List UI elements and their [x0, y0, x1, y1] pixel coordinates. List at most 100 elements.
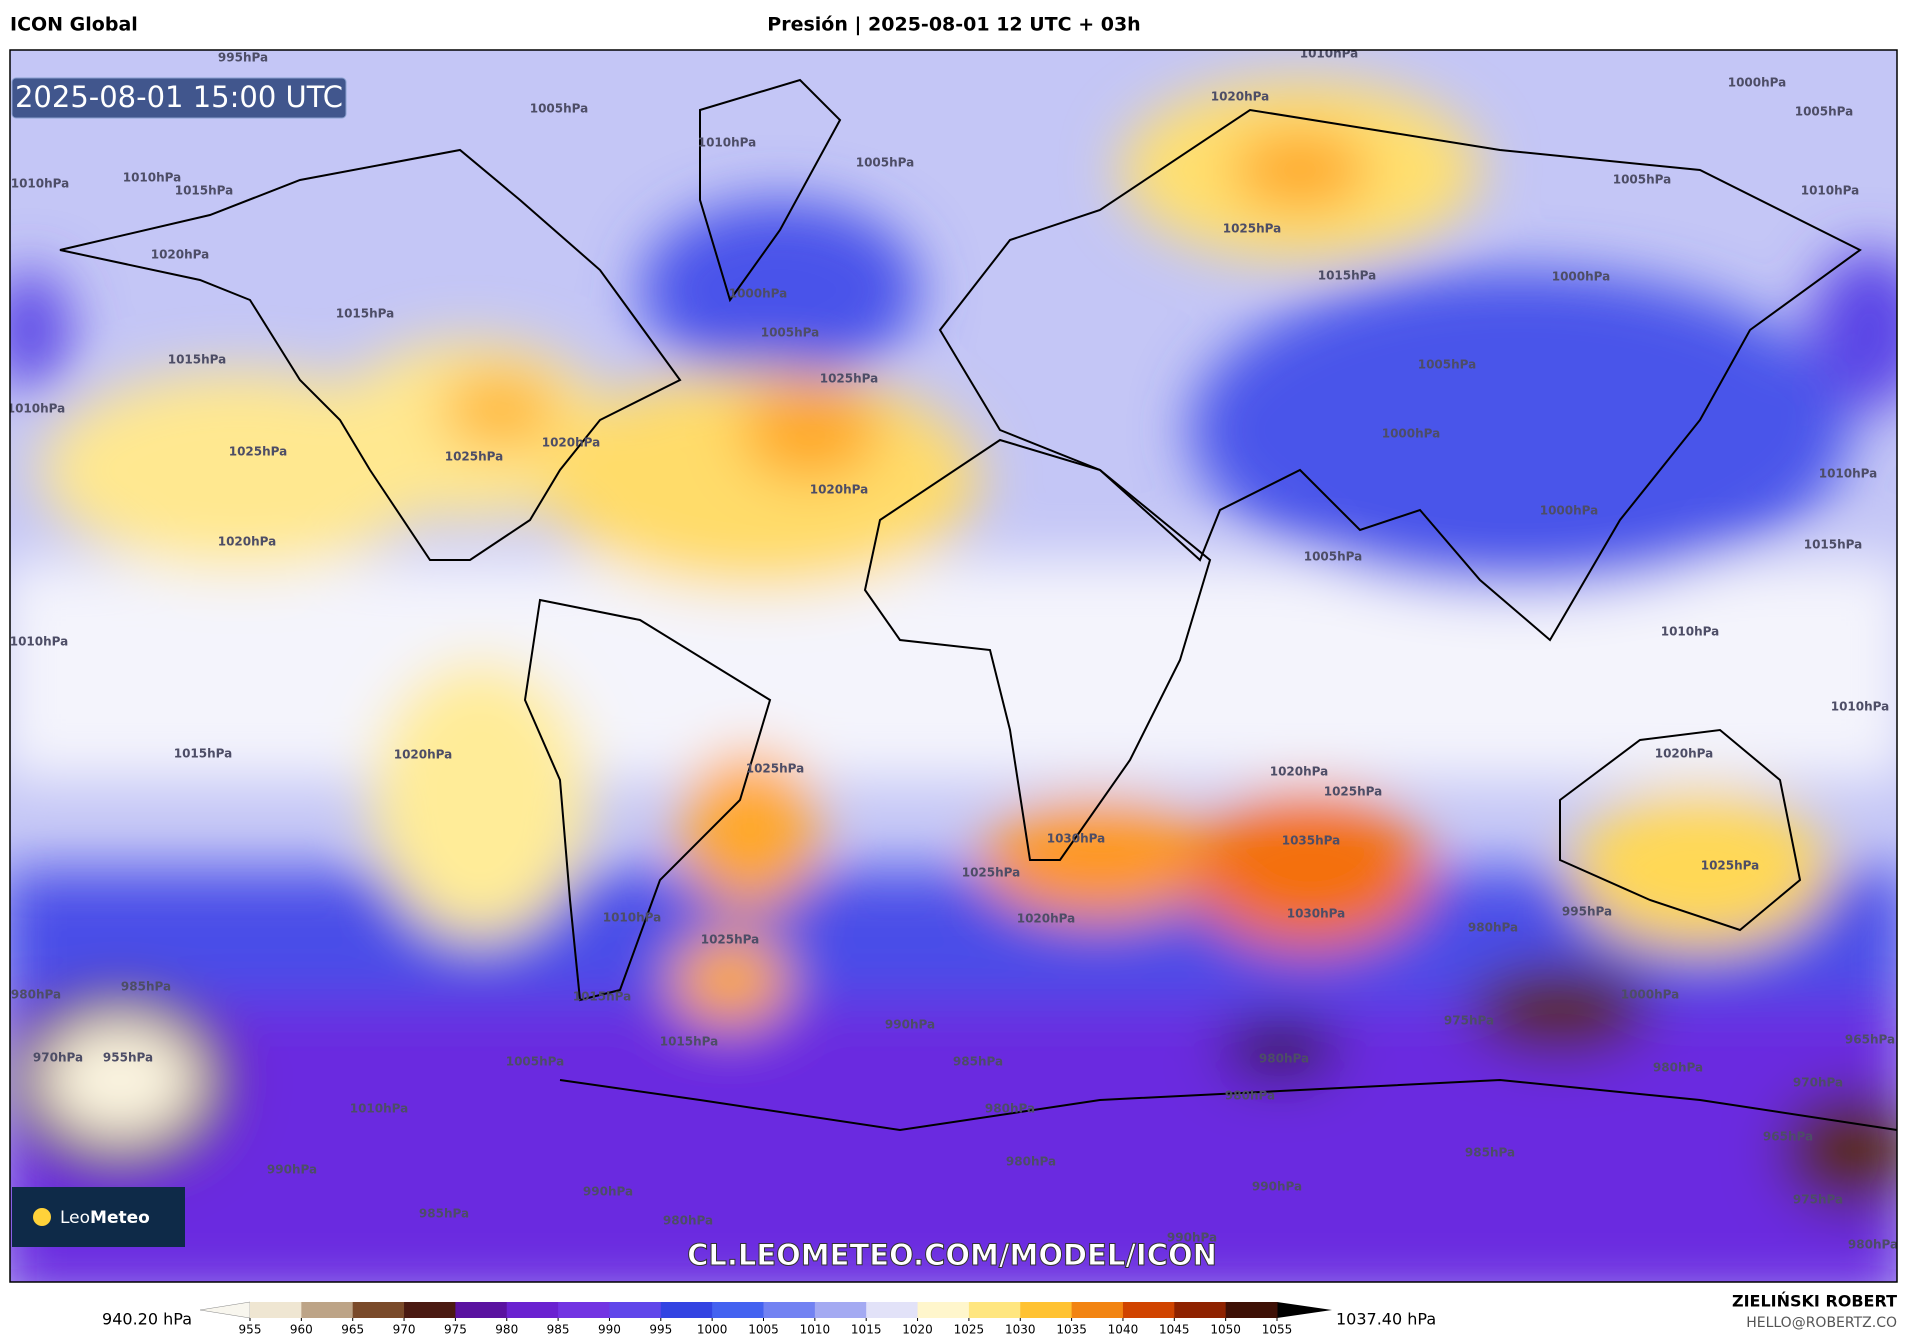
contour-label: 1015hPa [660, 1035, 719, 1049]
contour-label: 1005hPa [530, 102, 589, 116]
colorbar-tick-label: 1035 [1056, 1323, 1087, 1337]
contour-label: 1010hPa [11, 177, 70, 191]
contour-labels: 995hPa 1010hPa 1000hPa 1005hPa 1020hPa 1010hP… [10, 47, 1898, 1252]
colorbar-max: 1037.40 hPa [1336, 1310, 1436, 1329]
colorbar-tick-label: 1010 [800, 1323, 831, 1337]
contour-label: 990hPa [1252, 1180, 1302, 1194]
colorbar-tick-label: 1020 [902, 1323, 933, 1337]
colorbar-segment [1020, 1302, 1073, 1318]
colorbar-tick-label: 1015 [851, 1323, 882, 1337]
timestamp-box [11, 77, 347, 119]
contour-label: 1025hPa [1223, 222, 1282, 236]
colorbar-segment [660, 1302, 713, 1318]
colorbar-tick-label: 1000 [697, 1323, 728, 1337]
colorbar-segment [455, 1302, 508, 1318]
contour-label: 1025hPa [1701, 859, 1760, 873]
contour-label: 1000hPa [1382, 427, 1441, 441]
contour-label: 1030hPa [1287, 907, 1346, 921]
contour-label: 1000hPa [1728, 76, 1787, 90]
logo-light: Leo [60, 1208, 90, 1228]
contour-label: 985hPa [419, 1207, 469, 1221]
colorbar-segment [1225, 1302, 1278, 1318]
contour-label: 1015hPa [336, 307, 395, 321]
colorbar-segment [352, 1302, 405, 1318]
contour-label: 1005hPa [761, 326, 820, 340]
contour-label: 1025hPa [445, 450, 504, 464]
contour-label: 1020hPa [1017, 912, 1076, 926]
colorbar-segment [712, 1302, 764, 1318]
colorbar-tick-label: 1055 [1262, 1323, 1293, 1337]
contour-label: 975hPa [1444, 1014, 1494, 1028]
contour-label: 1025hPa [1324, 785, 1383, 799]
contour-label: 1005hPa [856, 156, 915, 170]
contour-label: 980hPa [1468, 921, 1518, 935]
contour-label: 1010hPa [1831, 700, 1890, 714]
contour-label: 990hPa [885, 1018, 935, 1032]
contour-label: 1000hPa [1552, 270, 1611, 284]
colorbar-tick-label: 955 [239, 1323, 262, 1337]
contour-label: 990hPa [1167, 1231, 1217, 1245]
contour-label: 1020hPa [1211, 90, 1270, 104]
contour-label: 985hPa [953, 1055, 1003, 1069]
colorbar-segment [301, 1302, 354, 1318]
colorbar-low-end [199, 1301, 251, 1319]
logo: LeoMeteo [60, 1208, 150, 1228]
contour-label: 1025hPa [746, 762, 805, 776]
colorbar-segment [763, 1302, 816, 1318]
colorbar-tick-label: 985 [547, 1323, 570, 1337]
map-frame [9, 49, 1898, 1283]
timestamp: 2025-08-01 15:00 UTC [15, 80, 343, 114]
header-left: ICON Global [10, 14, 138, 36]
colorbar-tick-label: 975 [444, 1323, 467, 1337]
colorbar-segment [917, 1302, 970, 1318]
contour-label: 1010hPa [1300, 47, 1359, 61]
contour-label: 1020hPa [542, 436, 601, 450]
colorbar-high-end [1277, 1302, 1332, 1318]
contour-label: 1000hPa [1621, 988, 1680, 1002]
contour-label: 955hPa [103, 1051, 153, 1065]
contour-label: 1015hPa [573, 990, 632, 1004]
colorbar-tick-label: 1040 [1108, 1323, 1139, 1337]
contour-label: 980hPa [1848, 1238, 1898, 1252]
colorbar-tick-label: 990 [598, 1323, 621, 1337]
contour-label: 1015hPa [174, 747, 233, 761]
contour-label: 980hPa [1653, 1061, 1703, 1075]
contour-label: 1025hPa [701, 933, 760, 947]
colorbar-segment [1122, 1302, 1175, 1318]
contour-label: 1010hPa [1661, 625, 1720, 639]
colorbar-tick-label: 960 [290, 1323, 313, 1337]
contour-label: 990hPa [267, 1163, 317, 1177]
email: HELLO@ROBERTZ.CO [1746, 1315, 1897, 1331]
contour-label: 985hPa [1465, 1146, 1515, 1160]
map: 995hPa 1010hPa 1000hPa 1005hPa 1020hPa 1010hP… [10, 47, 1898, 1282]
colorbar-segment [1071, 1302, 1124, 1318]
logo-sun [33, 1208, 51, 1226]
contour-label: 1025hPa [962, 866, 1021, 880]
contour-label: 1010hPa [1801, 184, 1860, 198]
contour-label: 1015hPa [168, 353, 227, 367]
contour-label: 1020hPa [1655, 747, 1714, 761]
contour-label: 1005hPa [1304, 550, 1363, 564]
contour-label: 1015hPa [1318, 269, 1377, 283]
contour-label: 990hPa [583, 1185, 633, 1199]
logo-bold: Meteo [90, 1208, 150, 1228]
contour-label: 1000hPa [729, 287, 788, 301]
contour-label: 1010hPa [350, 1102, 409, 1116]
contour-label: 1020hPa [810, 483, 869, 497]
colorbar: 955 960 965 970 975 980 985 990 995 1000 1005 1010 1… [199, 1301, 1332, 1337]
contour-label: 1025hPa [820, 372, 879, 386]
author: ZIELIŃSKI ROBERT [1732, 1292, 1897, 1311]
colorbar-segment [1174, 1302, 1227, 1318]
contour-label: 980hPa [985, 1102, 1035, 1116]
contour-label: 995hPa [218, 51, 268, 65]
colorbar-segment [609, 1302, 662, 1318]
contour-label: 1000hPa [1540, 504, 1599, 518]
colorbar-segment [814, 1302, 867, 1318]
contour-label: 980hPa [1006, 1155, 1056, 1169]
colorbar-min: 940.20 hPa [102, 1310, 192, 1329]
contour-label: 1010hPa [10, 635, 69, 649]
contour-label: 1010hPa [603, 911, 662, 925]
colorbar-segment [250, 1302, 302, 1318]
contour-label: 1005hPa [506, 1055, 565, 1069]
